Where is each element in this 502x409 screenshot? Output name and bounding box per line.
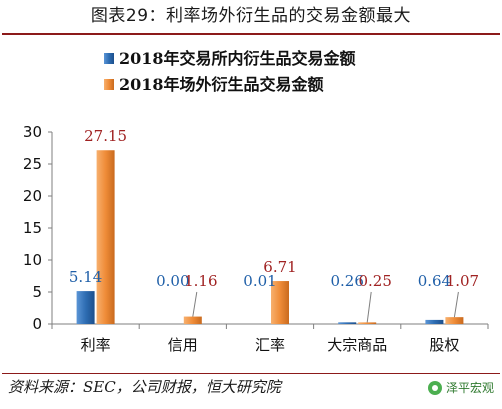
data-label-1: 1.07 (446, 272, 479, 290)
data-labels: 5.14 27.15 0.001.16 0.016.71 0.260.25 0.641.0… (69, 127, 479, 323)
y-tick-label: 0 (32, 315, 42, 333)
legend: 2018年交易所内衍生品交易金额 2018年场外衍生品交易金额 (104, 49, 356, 94)
watermark-text: 泽平宏观 (445, 381, 494, 395)
data-label-0: 5.14 (69, 268, 102, 286)
label-leader (366, 291, 372, 323)
bar-1 (358, 322, 377, 324)
bar-1 (96, 150, 115, 324)
bar-0 (338, 322, 357, 324)
y-tick-label: 25 (23, 155, 42, 173)
footer-divider (2, 373, 500, 374)
bar-0 (425, 319, 444, 324)
data-label-1: 27.15 (84, 127, 127, 145)
bars (76, 150, 464, 324)
x-tick-label: 大宗商品 (327, 336, 387, 354)
y-tick-label: 5 (32, 283, 42, 301)
x-axis: 利率 信用 汇率 大宗商品 股权 (51, 323, 489, 354)
legend-swatch-1 (104, 79, 114, 90)
chart-title: 图表29：利率场外衍生品的交易金额最大 (90, 6, 412, 26)
y-tick-label: 15 (23, 219, 42, 237)
data-label-0: 0.26 (330, 272, 363, 290)
data-label-1: 6.71 (263, 258, 296, 276)
y-tick-label: 10 (23, 251, 42, 269)
bar-1 (445, 317, 464, 324)
bar-0 (76, 291, 95, 324)
data-label-0: 0.64 (418, 272, 451, 290)
watermark: 泽平宏观 (427, 379, 494, 396)
label-leader (192, 291, 198, 317)
y-tick-label: 30 (23, 123, 42, 141)
bar-1 (183, 316, 202, 324)
source-note: 资料来源：SEC，公司财报，恒大研究院 (8, 378, 281, 396)
title-divider (2, 33, 500, 35)
legend-swatch-0 (104, 53, 114, 64)
x-tick-label: 股权 (429, 336, 459, 354)
y-axis: 0 5 10 15 20 25 30 (23, 123, 53, 333)
wechat-icon (427, 380, 442, 395)
data-label-1: 0.25 (358, 272, 391, 290)
y-tick-label: 20 (23, 187, 42, 205)
legend-label-0: 2018年交易所内衍生品交易金额 (119, 49, 356, 68)
data-label-0: 0.00 (156, 272, 189, 290)
bar-chart: 2018年交易所内衍生品交易金额 2018年场外衍生品交易金额 0 5 10 15 20 2… (23, 49, 489, 354)
x-tick-label: 信用 (168, 336, 198, 354)
x-tick-label: 汇率 (255, 336, 285, 354)
data-label-1: 1.16 (184, 272, 217, 290)
bar-1 (271, 281, 289, 324)
label-leader (453, 291, 459, 318)
data-label-0: 0.01 (243, 272, 276, 290)
x-tick-label: 利率 (81, 336, 111, 354)
legend-label-1: 2018年场外衍生品交易金额 (119, 75, 324, 94)
